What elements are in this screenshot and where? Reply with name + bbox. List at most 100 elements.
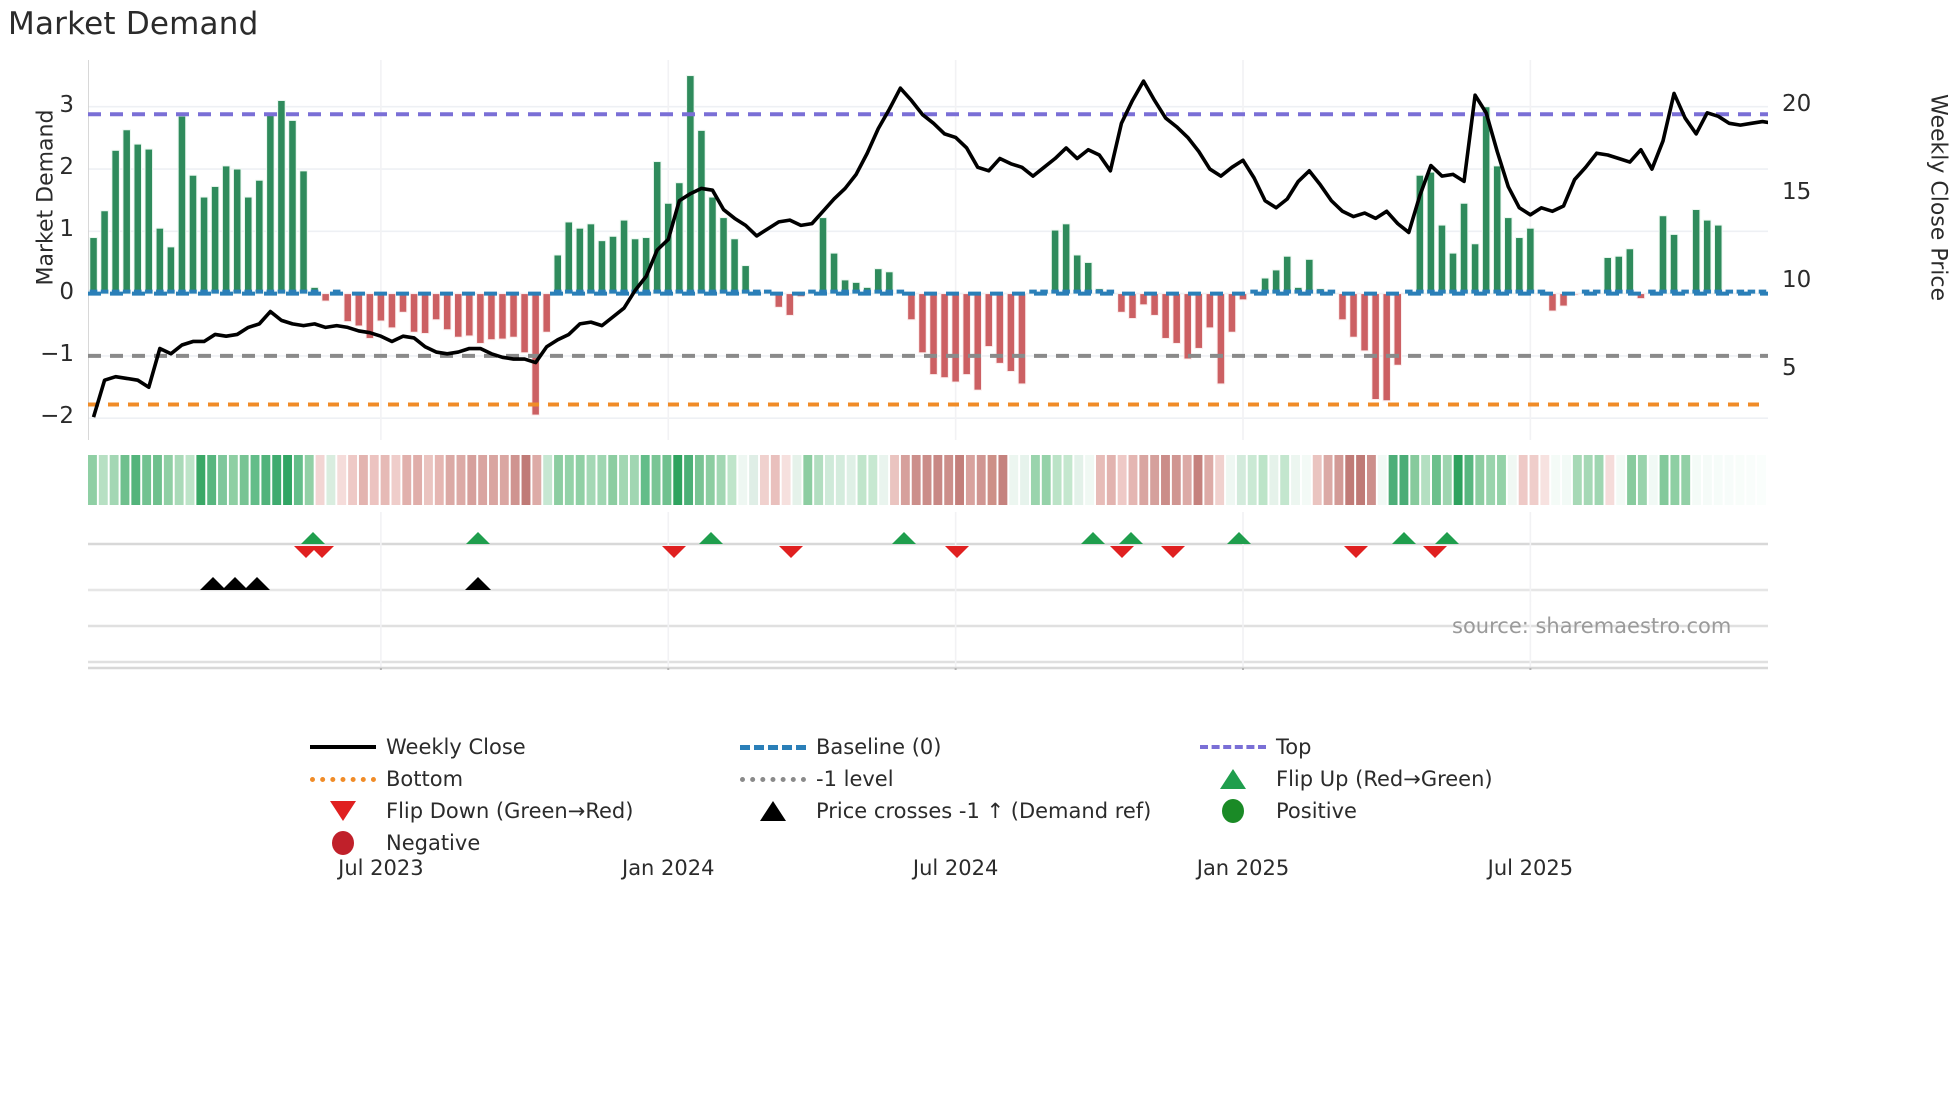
legend-item[interactable]: Price crosses -1 ↑ (Demand ref) [730, 799, 1190, 823]
heatmap-cell [1453, 455, 1463, 505]
demand-bar-negative [465, 293, 474, 337]
demand-bar-positive [288, 119, 297, 295]
demand-bar-positive [210, 185, 220, 295]
legend-item[interactable]: Top [1190, 735, 1710, 759]
heatmap-cell [1475, 455, 1485, 505]
flip-down-marker [662, 546, 686, 558]
heatmap-cell [434, 455, 444, 505]
demand-bar-positive [1504, 217, 1513, 295]
heatmap-cell [1594, 455, 1604, 505]
legend-item[interactable]: Positive [1190, 799, 1710, 823]
heatmap-cell [272, 455, 282, 505]
heatmap-cell [911, 455, 921, 505]
flip-down-marker [1423, 546, 1447, 558]
demand-bar-negative [995, 293, 1005, 364]
heatmap-cell [1518, 455, 1528, 505]
legend-item[interactable]: Flip Down (Green→Red) [300, 799, 730, 823]
demand-bar-positive [1437, 224, 1447, 295]
y-tick-left: 0 [59, 278, 74, 305]
legend-dashed-blue-icon [730, 744, 816, 750]
heatmap-cell [467, 455, 477, 505]
legend-item-label: Baseline (0) [816, 735, 942, 759]
demand-bar-negative [487, 293, 496, 341]
legend-dotted-orange-icon [300, 776, 386, 782]
heatmap-cell [716, 455, 726, 505]
demand-bar-positive [697, 129, 706, 295]
heatmap-cell [120, 455, 130, 505]
demand-bar-positive [177, 115, 187, 295]
heatmap-cell [532, 455, 542, 505]
heatmap-cell [380, 455, 390, 505]
demand-bar-positive [1614, 255, 1624, 295]
heatmap-cell [1388, 455, 1398, 505]
baseline-stub [808, 289, 816, 294]
demand-bar-positive [244, 196, 253, 295]
legend-item-label: -1 level [816, 767, 894, 791]
heatmap-cell [1497, 455, 1506, 505]
flip-down-marker [1344, 546, 1368, 558]
heatmap-cell [1009, 455, 1019, 505]
heatmap-cell [781, 455, 791, 505]
triangle-down-red-icon [300, 801, 386, 821]
legend-item[interactable]: Negative [300, 831, 730, 855]
heatmap-cell [261, 455, 271, 505]
demand-bar-negative [1371, 293, 1380, 401]
heatmap-cell [1377, 455, 1387, 505]
demand-bar-negative [431, 293, 441, 321]
demand-bar-positive [708, 196, 717, 295]
demand-bar-negative [343, 293, 352, 323]
heatmap-cell [1030, 455, 1040, 505]
legend-item[interactable]: -1 level [730, 767, 1190, 791]
demand-bar-positive [719, 217, 728, 295]
x-tick: Jan 2025 [1196, 856, 1290, 880]
demand-bar-negative [520, 293, 529, 354]
heatmap-cell [857, 455, 867, 505]
heatmap-cell [402, 455, 412, 505]
price-cross-marker [244, 577, 270, 590]
heatmap-cell [250, 455, 260, 505]
demand-bar-positive [1603, 256, 1612, 295]
demand-bar-negative [1117, 293, 1126, 313]
demand-bar-positive [1625, 248, 1635, 295]
legend-item-label: Price crosses -1 ↑ (Demand ref) [816, 799, 1152, 823]
demand-bar-positive [686, 75, 695, 295]
demand-bar-positive [586, 223, 596, 295]
heatmap-cell [1128, 455, 1138, 505]
heatmap-cell [1052, 455, 1062, 505]
flip-down-marker [310, 546, 334, 558]
legend-line-icon [300, 745, 386, 749]
legend-item-label: Flip Up (Red→Green) [1276, 767, 1493, 791]
heatmap-cell [1345, 455, 1355, 505]
heatmap-cell [239, 455, 249, 505]
demand-bar-negative [1172, 293, 1181, 344]
flip-up-marker [699, 532, 723, 544]
heatmap-cell [814, 455, 824, 505]
heatmap-cell [293, 455, 303, 505]
heatmap-cell [1312, 455, 1322, 505]
demand-bar-positive [1481, 106, 1491, 295]
legend-item[interactable]: Bottom [300, 767, 730, 791]
heatmap-cell [1659, 455, 1669, 505]
demand-bar-negative [1382, 293, 1391, 402]
heatmap-cell [1215, 455, 1225, 505]
legend-dashed-purple-icon [1190, 745, 1276, 749]
heatmap-cell [185, 455, 195, 505]
legend-item[interactable]: Baseline (0) [730, 735, 1190, 759]
heatmap-cell [337, 455, 347, 505]
heatmap-cell [944, 455, 954, 505]
demand-bar-negative [354, 293, 364, 327]
demand-bar-negative [962, 293, 971, 376]
chart-legend: Weekly Close Baseline (0) Top Bottom -1 leve… [300, 735, 1920, 863]
demand-bar-positive [564, 221, 574, 295]
legend-item[interactable]: Flip Up (Red→Green) [1190, 767, 1710, 791]
heatmap-cell [1702, 455, 1712, 505]
legend-item[interactable]: Weekly Close [300, 735, 730, 759]
demand-bar-negative [420, 293, 430, 334]
circle-red-icon [300, 831, 386, 855]
demand-bar-negative [321, 293, 330, 302]
heatmap-cell [694, 455, 704, 505]
legend-row: Bottom -1 level Flip Up (Red→Green) [300, 767, 1920, 791]
heatmap-cell [987, 455, 997, 505]
demand-bar-positive [575, 227, 585, 295]
heatmap-cell [445, 455, 455, 505]
